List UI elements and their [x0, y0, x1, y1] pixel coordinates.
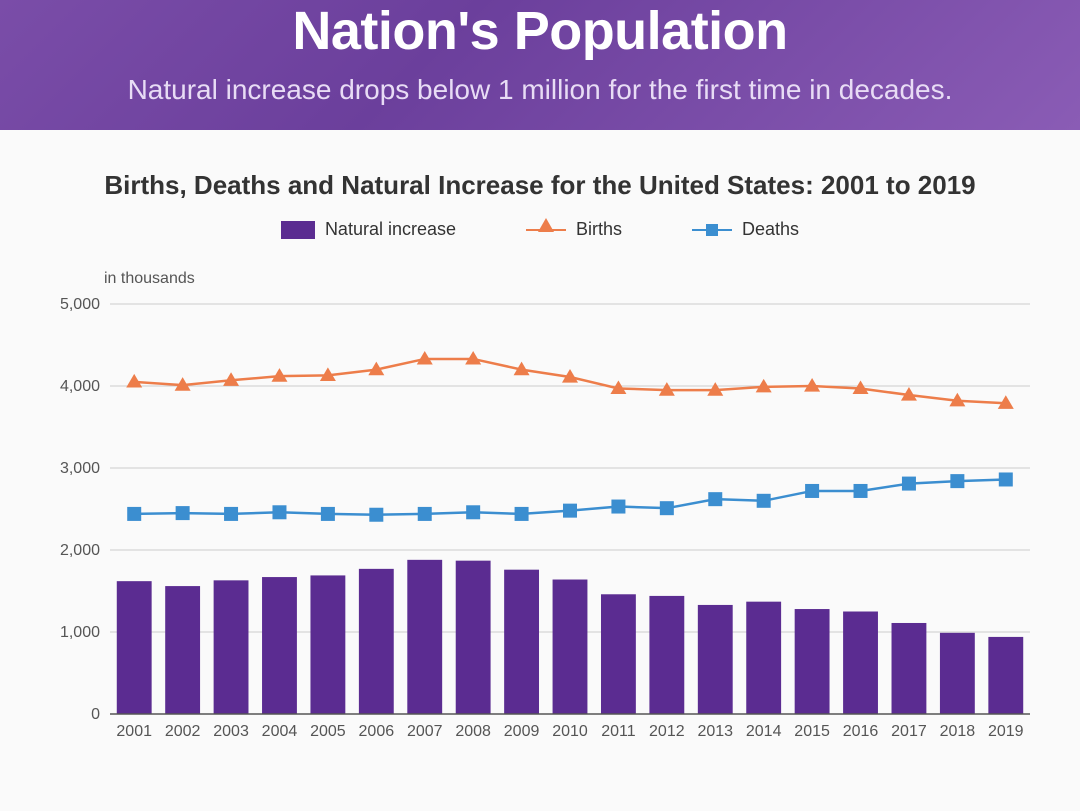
legend-label: Deaths [742, 219, 799, 240]
legend-swatch-bar-icon [281, 221, 315, 239]
y-tick-label: 0 [91, 706, 100, 723]
page-subtitle: Natural increase drops below 1 million f… [0, 74, 1080, 106]
legend: Natural increase Births Deaths [40, 219, 1040, 240]
bar-natural-increase [843, 612, 878, 715]
y-tick-label: 4,000 [60, 378, 100, 395]
x-tick-label: 2012 [649, 723, 685, 740]
marker-square-icon [418, 507, 432, 521]
x-tick-label: 2005 [310, 723, 346, 740]
bar-natural-increase [988, 637, 1023, 714]
marker-square-icon [563, 504, 577, 518]
legend-label: Natural increase [325, 219, 456, 240]
x-tick-label: 2007 [407, 723, 443, 740]
marker-square-icon [999, 472, 1013, 486]
bar-natural-increase [746, 602, 781, 714]
marker-triangle-icon [126, 374, 142, 388]
bar-natural-increase [940, 633, 975, 714]
x-tick-label: 2014 [746, 723, 782, 740]
marker-square-icon [854, 484, 868, 498]
x-tick-label: 2003 [213, 723, 249, 740]
x-tick-label: 2017 [891, 723, 927, 740]
marker-square-icon [515, 507, 529, 521]
marker-square-icon [757, 494, 771, 508]
x-tick-label: 2004 [262, 723, 298, 740]
bar-natural-increase [214, 580, 249, 714]
marker-square-icon [321, 507, 335, 521]
x-tick-label: 2018 [940, 723, 976, 740]
legend-item-deaths: Deaths [692, 219, 799, 240]
y-tick-label: 2,000 [60, 542, 100, 559]
marker-square-icon [611, 500, 625, 514]
bar-natural-increase [601, 594, 636, 714]
marker-square-icon [127, 507, 141, 521]
chart-svg: 0 1,000 2,000 3,000 4,000 5,000 2001 2002 2003 20… [40, 294, 1040, 754]
legend-label: Births [576, 219, 622, 240]
marker-triangle-icon [804, 378, 820, 392]
legend-item-births: Births [526, 219, 622, 240]
bar-natural-increase [892, 623, 927, 714]
x-tick-label: 2013 [697, 723, 733, 740]
x-tick-label: 2009 [504, 723, 540, 740]
chart-title: Births, Deaths and Natural Increase for … [40, 170, 1040, 201]
x-tick-label: 2002 [165, 723, 201, 740]
marker-square-icon [950, 474, 964, 488]
x-tick-label: 2019 [988, 723, 1024, 740]
bar-natural-increase [407, 560, 442, 714]
marker-square-icon [224, 507, 238, 521]
marker-square-icon [369, 508, 383, 522]
bar-natural-increase [553, 580, 588, 714]
header-banner: Nation's Population Natural increase dro… [0, 0, 1080, 130]
bar-natural-increase [310, 575, 345, 714]
marker-square-icon [466, 505, 480, 519]
x-tick-label: 2008 [455, 723, 491, 740]
x-tick-label: 2001 [116, 723, 152, 740]
marker-square-icon [660, 501, 674, 515]
bar-natural-increase [117, 581, 152, 714]
bar-natural-increase [456, 561, 491, 714]
page-title: Nation's Population [0, 0, 1080, 62]
marker-square-icon [176, 506, 190, 520]
marker-square-icon [805, 484, 819, 498]
x-tick-label: 2016 [843, 723, 879, 740]
y-tick-label: 3,000 [60, 460, 100, 477]
bar-natural-increase [262, 577, 297, 714]
marker-square-icon [708, 492, 722, 506]
x-tick-label: 2006 [359, 723, 395, 740]
x-tick-label: 2015 [794, 723, 830, 740]
y-tick-label: 1,000 [60, 624, 100, 641]
bar-natural-increase [504, 570, 539, 714]
bar-natural-increase [795, 609, 830, 714]
bar-natural-increase [698, 605, 733, 714]
marker-square-icon [902, 477, 916, 491]
chart-container: Births, Deaths and Natural Increase for … [0, 130, 1080, 754]
legend-swatch-triangle-line-icon [526, 229, 566, 231]
x-tick-label: 2010 [552, 723, 588, 740]
bar-natural-increase [649, 596, 684, 714]
legend-item-natural-increase: Natural increase [281, 219, 456, 240]
bar-natural-increase [165, 586, 200, 714]
bar-natural-increase [359, 569, 394, 714]
y-tick-label: 5,000 [60, 296, 100, 313]
y-axis-unit-label: in thousands [104, 270, 1040, 288]
chart-plot: 0 1,000 2,000 3,000 4,000 5,000 2001 2002 2003 20… [40, 294, 1040, 754]
legend-swatch-square-line-icon [692, 229, 732, 231]
marker-square-icon [272, 505, 286, 519]
x-tick-label: 2011 [601, 723, 636, 740]
